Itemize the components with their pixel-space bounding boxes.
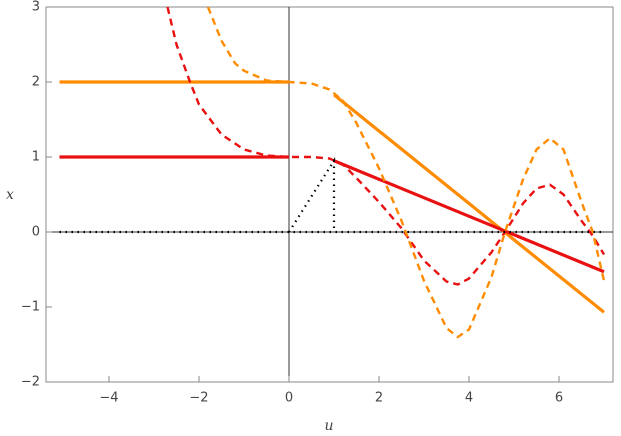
y-tick-label: 3 [32,0,40,15]
line-series [59,155,605,274]
y-tick-label: −1 [21,300,40,315]
y-tick-label: −2 [21,375,40,390]
line-series [166,7,606,286]
line-series [206,7,606,339]
x-axis-title: u [324,418,333,434]
plot-frame [45,6,614,383]
x-tick-label: −2 [189,391,208,406]
line-series [59,80,606,314]
y-tick-label: 1 [32,150,40,165]
x-tick-label: 6 [555,391,563,406]
x-tick-label: 2 [375,391,383,406]
y-axis-title: x [6,187,14,203]
line-series [288,156,336,233]
x-tick-label: 0 [285,391,293,406]
y-tick-label: 0 [32,225,40,240]
x-tick-label: 4 [465,391,473,406]
x-tick-label: −4 [99,391,118,406]
y-tick-label: 2 [32,75,40,90]
